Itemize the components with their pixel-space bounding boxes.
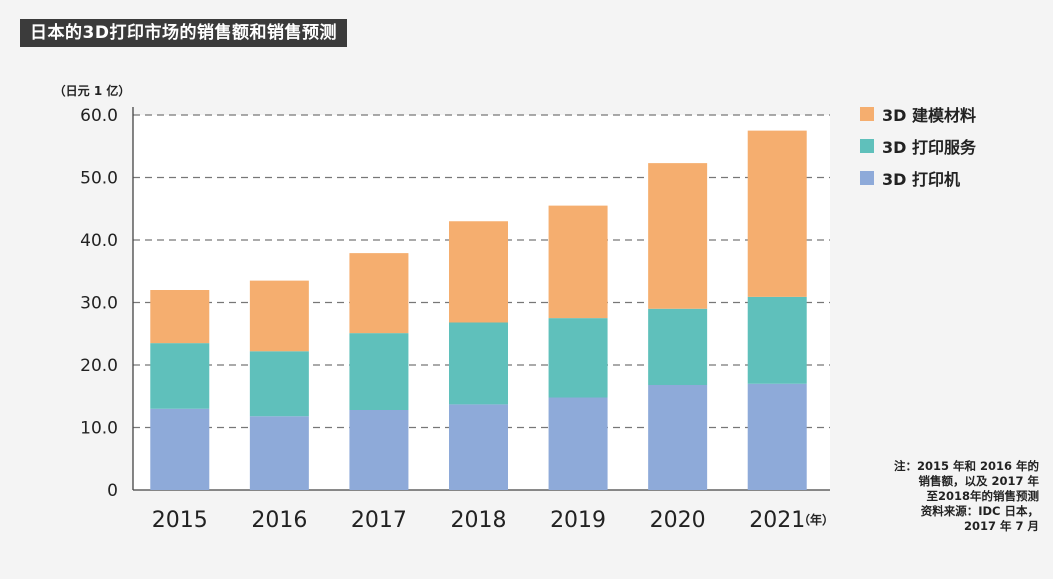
y-tick-label: 0 bbox=[107, 481, 118, 501]
x-tick-label: 2015 bbox=[152, 508, 208, 533]
bar-segment bbox=[150, 290, 210, 344]
bar-segment bbox=[150, 408, 210, 490]
chart-title: 日本的3D打印市场的销售额和销售预测 bbox=[20, 19, 347, 47]
x-unit-label: （年） bbox=[798, 512, 834, 527]
bar-segment bbox=[747, 296, 807, 384]
y-tick-label: 40.0 bbox=[80, 231, 118, 251]
bar-segment bbox=[548, 205, 608, 319]
note-line: 注：2015 年和 2016 年的 bbox=[893, 459, 1039, 473]
x-tick-label: 2017 bbox=[351, 508, 407, 533]
source-note: 注：2015 年和 2016 年的 销售额，以及 2017 年 至2018年的销… bbox=[839, 459, 1039, 534]
legend-item: 3D 建模材料 bbox=[860, 103, 976, 125]
x-tick-label: 2018 bbox=[451, 508, 507, 533]
legend-swatch bbox=[860, 139, 874, 153]
bar-segment bbox=[249, 416, 309, 490]
bar-segment bbox=[449, 322, 508, 405]
bar-segment bbox=[449, 221, 508, 323]
y-tick-label: 30.0 bbox=[80, 294, 118, 314]
legend-swatch bbox=[860, 171, 874, 185]
note-line: 资料来源：IDC 日本， bbox=[920, 504, 1039, 518]
x-tick-label: 2019 bbox=[550, 508, 606, 533]
x-tick-label: 2020 bbox=[650, 508, 706, 533]
legend-label: 3D 打印服务 bbox=[882, 138, 976, 157]
bar-segment bbox=[648, 385, 708, 490]
note-line: 至2018年的销售预测 bbox=[926, 489, 1039, 503]
bar-segment bbox=[548, 397, 608, 490]
y-tick-label: 10.0 bbox=[80, 419, 118, 439]
note-line: 销售额，以及 2017 年 bbox=[918, 474, 1039, 488]
y-tick-label: 60.0 bbox=[80, 106, 118, 126]
legend-label: 3D 建模材料 bbox=[882, 106, 976, 125]
x-tick-label: 2016 bbox=[251, 508, 307, 533]
y-tick-label: 50.0 bbox=[80, 169, 118, 189]
legend-item: 3D 打印机 bbox=[860, 167, 976, 189]
bar-segment bbox=[150, 343, 210, 409]
bar-segment bbox=[648, 163, 708, 309]
bar-segment bbox=[449, 404, 508, 490]
bar-segment bbox=[648, 308, 708, 385]
legend: 3D 建模材料 3D 打印服务 3D 打印机 bbox=[860, 103, 976, 199]
bar-segment bbox=[747, 383, 807, 490]
legend-label: 3D 打印机 bbox=[882, 170, 960, 189]
legend-item: 3D 打印服务 bbox=[860, 135, 976, 157]
bar-segment bbox=[349, 333, 409, 410]
bar-segment bbox=[249, 280, 309, 352]
y-unit-label: （日元 1 亿） bbox=[54, 83, 131, 98]
note-line: 2017 年 7 月 bbox=[963, 519, 1039, 533]
y-tick-label: 20.0 bbox=[80, 356, 118, 376]
bar-segment bbox=[349, 410, 409, 490]
x-tick-label: 2021 bbox=[749, 508, 805, 533]
bar-segment bbox=[249, 351, 309, 417]
bar-segment bbox=[349, 253, 409, 334]
legend-swatch bbox=[860, 107, 874, 121]
bar-segment bbox=[747, 130, 807, 297]
bar-segment bbox=[548, 318, 608, 398]
